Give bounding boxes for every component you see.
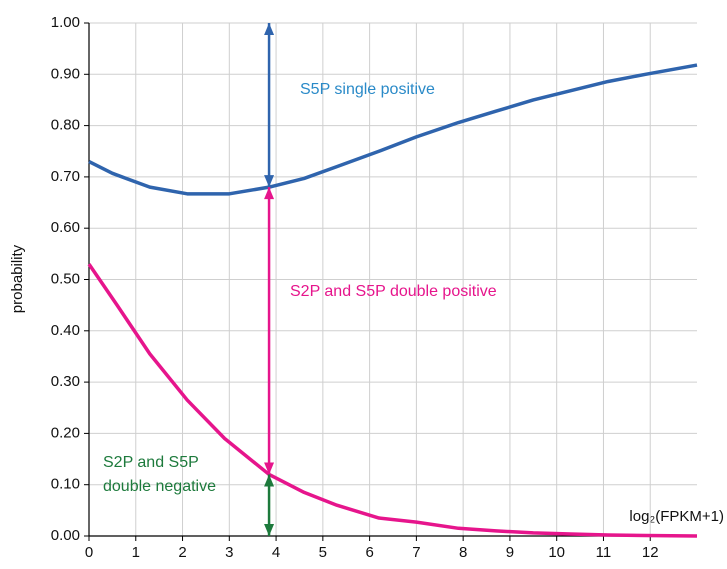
y-tick-label: 0.70 — [51, 168, 80, 185]
y-tick-label: 1.00 — [51, 14, 80, 31]
y-tick-label: 0.30 — [51, 373, 80, 390]
arrow-head — [264, 187, 275, 200]
series-line — [88, 63, 698, 196]
y-tick-label: 0.60 — [51, 219, 80, 236]
x-tick-label: 12 — [642, 544, 659, 561]
x-tick-label: 11 — [596, 544, 612, 561]
x-tick-label: 6 — [365, 544, 373, 561]
x-tick-label: 1 — [132, 544, 140, 561]
x-tick-label: 7 — [412, 544, 420, 561]
x-axis-label: log₂(FPKM+1) — [629, 508, 724, 525]
annotation: S2P and S5P double positive — [290, 283, 497, 300]
x-tick-label: 5 — [319, 544, 327, 561]
annotation: S5P single positive — [300, 81, 435, 98]
x-tick-label: 2 — [178, 544, 186, 561]
y-tick-label: 0.50 — [51, 270, 80, 287]
x-tick-label: 3 — [225, 544, 233, 561]
y-tick-label: 0.40 — [51, 322, 80, 339]
annotation: double negative — [103, 478, 216, 495]
arrow-head — [264, 462, 275, 475]
y-axis-label: probability — [9, 244, 26, 313]
x-tick-label: 8 — [459, 544, 467, 561]
arrow-head — [264, 175, 275, 188]
y-tick-label: 0.00 — [51, 527, 80, 544]
y-tick-label: 0.20 — [51, 424, 80, 441]
y-tick-label: 0.90 — [51, 65, 80, 82]
x-tick-label: 4 — [272, 544, 280, 561]
x-tick-label: 0 — [85, 544, 93, 561]
series-line — [87, 263, 698, 538]
annotation: S2P and S5P — [103, 454, 199, 471]
y-tick-label: 0.80 — [51, 117, 80, 134]
arrow-head — [264, 474, 275, 487]
arrow-head — [264, 23, 275, 35]
y-tick-label: 0.10 — [51, 476, 80, 493]
x-tick-label: 9 — [506, 544, 514, 561]
x-tick-label: 10 — [548, 544, 565, 561]
arrow-head — [264, 524, 275, 536]
